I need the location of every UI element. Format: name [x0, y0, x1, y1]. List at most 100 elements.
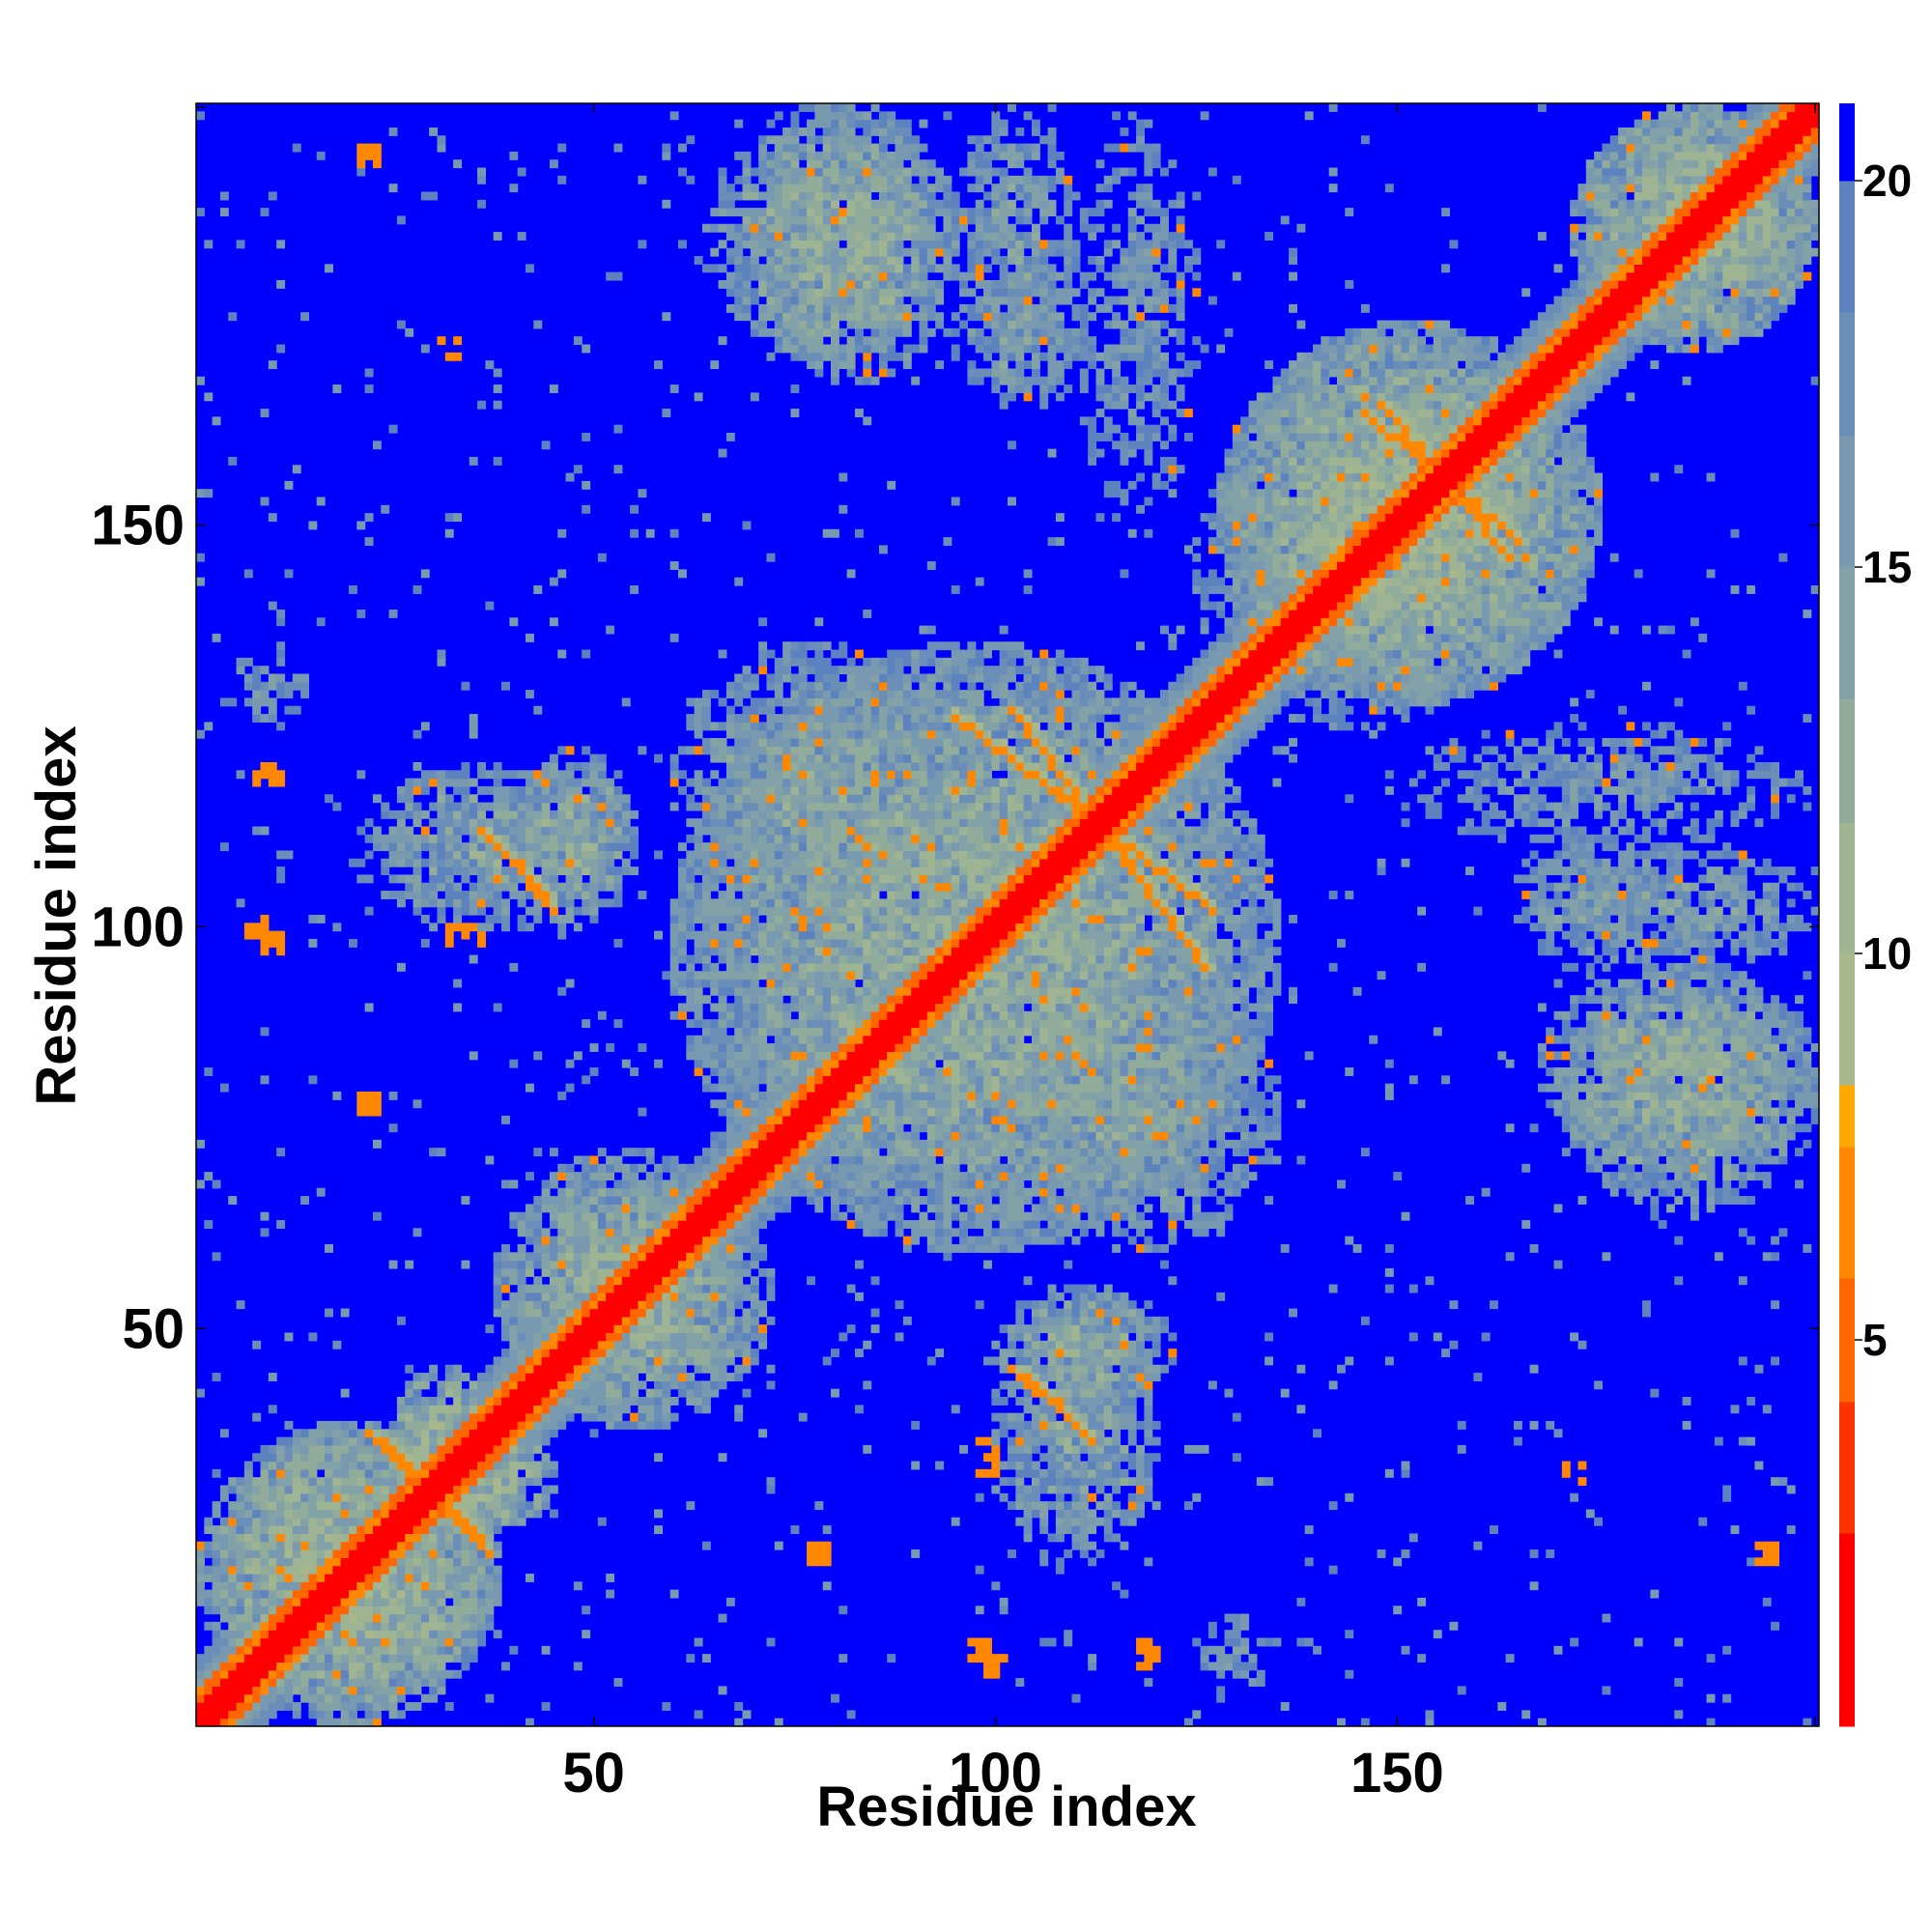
heatmap-cell: [420, 1613, 430, 1623]
heatmap-cell: [412, 1397, 422, 1406]
heatmap-cell: [678, 240, 687, 249]
heatmap-cell: [260, 1654, 270, 1663]
heatmap-cell: [621, 1179, 631, 1189]
heatmap-cell: [742, 858, 752, 867]
heatmap-cell: [469, 1501, 478, 1511]
heatmap-cell: [725, 761, 735, 771]
heatmap-cell: [790, 1051, 800, 1061]
heatmap-cell: [798, 722, 808, 731]
heatmap-cell: [525, 850, 534, 860]
heatmap-cell: [654, 753, 663, 763]
heatmap-cell: [750, 232, 759, 241]
heatmap-cell: [701, 264, 711, 273]
heatmap-cell: [758, 1163, 768, 1173]
heatmap-cell: [340, 1308, 350, 1318]
heatmap-cell: [831, 336, 839, 346]
heatmap-cell: [372, 1669, 382, 1679]
heatmap-cell: [501, 1517, 510, 1526]
heatmap-cell: [501, 1662, 510, 1671]
heatmap-cell: [807, 271, 815, 281]
heatmap-cell: [349, 1581, 357, 1591]
heatmap-cell: [429, 1373, 439, 1381]
heatmap-cell: [549, 384, 558, 394]
heatmap-cell: [405, 1557, 414, 1567]
heatmap-cell: [790, 649, 800, 659]
heatmap-cell: [260, 1461, 270, 1470]
heatmap-cell: [742, 1204, 752, 1213]
heatmap-cell: [814, 247, 824, 257]
heatmap-cell: [477, 891, 487, 899]
heatmap-cell: [461, 1517, 470, 1526]
heatmap-cell: [606, 1284, 615, 1293]
heatmap-cell: [212, 1179, 221, 1189]
heatmap-cell: [838, 1083, 848, 1093]
heatmap-cell: [236, 1645, 245, 1655]
heatmap-cell: [276, 1533, 286, 1543]
heatmap-cell: [252, 1533, 262, 1543]
heatmap-cell: [701, 850, 711, 860]
heatmap-cell: [501, 1509, 510, 1519]
heatmap-cell: [372, 1621, 382, 1631]
heatmap-cell: [662, 1163, 671, 1173]
heatmap-cell: [630, 1380, 639, 1390]
heatmap-cell: [388, 1613, 398, 1623]
heatmap-cell: [332, 1517, 342, 1526]
heatmap-cell: [742, 681, 752, 691]
heatmap-cell: [822, 215, 832, 225]
heatmap-cell: [831, 882, 839, 892]
heatmap-cell: [573, 1196, 582, 1206]
heatmap-cell: [645, 528, 655, 538]
heatmap-cell: [300, 1597, 310, 1606]
heatmap-cell: [525, 1453, 534, 1463]
heatmap-cell: [718, 1139, 727, 1149]
heatmap-cell: [228, 1597, 238, 1606]
heatmap-cell: [838, 1107, 848, 1117]
heatmap-cell: [573, 1204, 582, 1213]
heatmap-cell: [831, 1059, 839, 1068]
heatmap-cell: [349, 1597, 357, 1606]
heatmap-cell: [846, 1139, 856, 1149]
heatmap-cell: [582, 1340, 591, 1350]
heatmap-cell: [356, 1662, 366, 1671]
heatmap-cell: [782, 1172, 792, 1181]
heatmap-cell: [493, 1630, 502, 1639]
heatmap-cell: [822, 1075, 832, 1085]
heatmap-cell: [477, 842, 487, 852]
heatmap-cell: [260, 915, 270, 923]
heatmap-cell: [710, 867, 720, 876]
heatmap-cell: [582, 810, 591, 819]
heatmap-cell: [774, 690, 783, 699]
heatmap-cell: [597, 553, 607, 562]
heatmap-cell: [742, 738, 752, 747]
heatmap-cell: [381, 1509, 390, 1519]
heatmap-cell: [429, 1485, 439, 1494]
heatmap-cell: [388, 858, 398, 867]
heatmap-cell: [710, 1139, 720, 1149]
heatmap-cell: [766, 279, 776, 289]
heatmap-cell: [734, 1075, 744, 1085]
heatmap-cell: [340, 1420, 350, 1430]
heatmap-cell: [565, 842, 575, 852]
heatmap-cell: [678, 1284, 687, 1293]
heatmap-cell: [701, 1043, 711, 1052]
heatmap-cell: [814, 898, 824, 908]
heatmap-cell: [613, 1316, 623, 1325]
heatmap-cell: [725, 1131, 735, 1141]
heatmap-cell: [790, 1179, 800, 1189]
heatmap-cell: [846, 1172, 856, 1181]
heatmap-cell: [807, 753, 815, 763]
heatmap-cell: [589, 906, 599, 916]
heatmap-cell: [694, 842, 703, 852]
heatmap-cell: [774, 279, 783, 289]
heatmap-cell: [630, 1179, 639, 1189]
heatmap-cell: [525, 794, 534, 804]
heatmap-cell: [742, 1083, 752, 1093]
heatmap-cell: [509, 1405, 519, 1414]
heatmap-cell: [701, 1187, 711, 1197]
heatmap-cell: [782, 1139, 792, 1149]
heatmap-cell: [388, 1662, 398, 1671]
heatmap-cell: [718, 1172, 727, 1181]
heatmap-cell: [742, 240, 752, 249]
heatmap-cell: [831, 135, 839, 145]
heatmap-cell: [260, 1621, 270, 1631]
